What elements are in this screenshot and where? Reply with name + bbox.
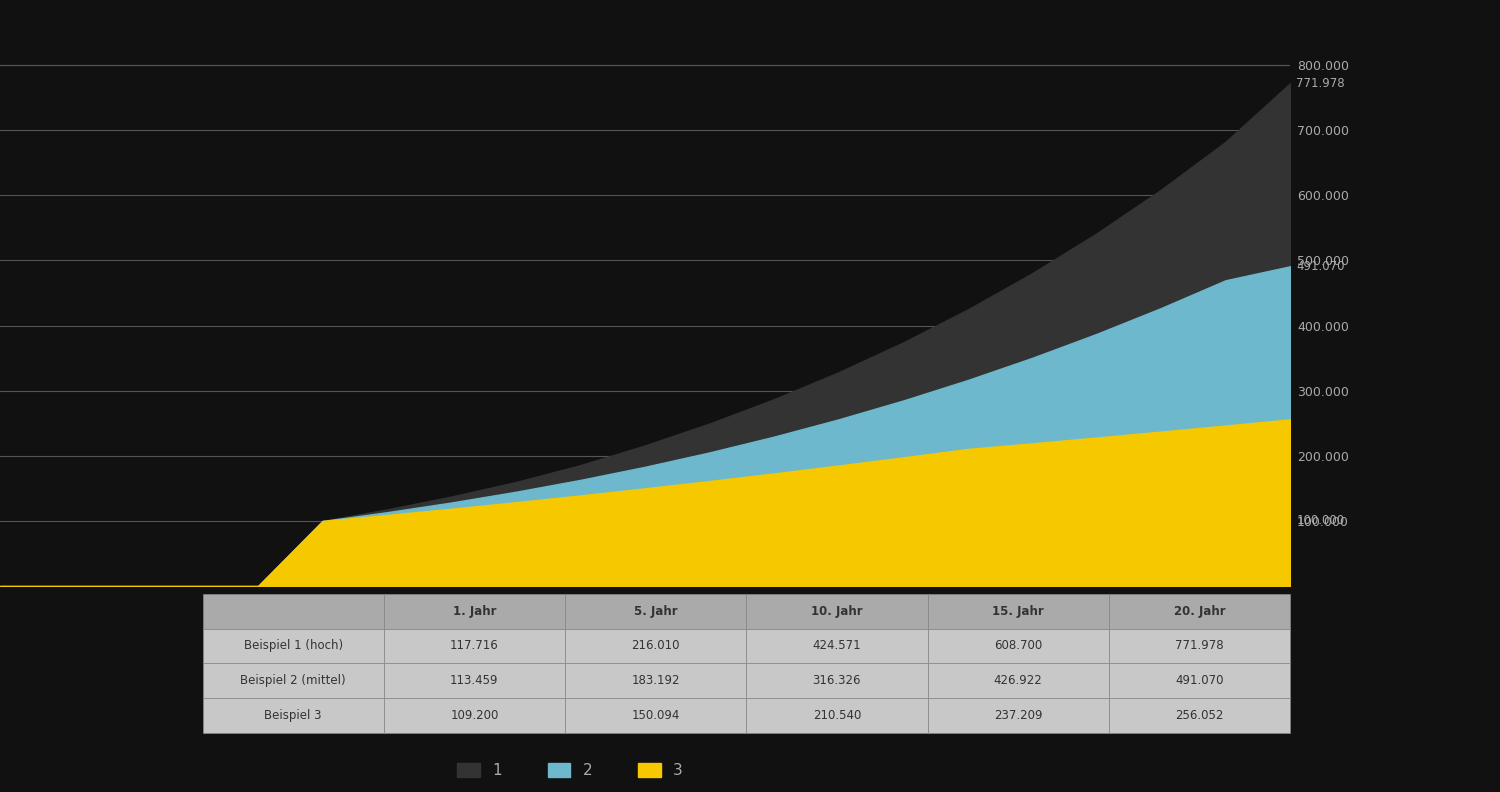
Text: 491.070: 491.070 xyxy=(1296,260,1346,272)
Text: 100.000: 100.000 xyxy=(1296,515,1344,527)
Text: 771.978: 771.978 xyxy=(1296,77,1346,89)
Legend: 1, 2, 3: 1, 2, 3 xyxy=(452,757,688,784)
